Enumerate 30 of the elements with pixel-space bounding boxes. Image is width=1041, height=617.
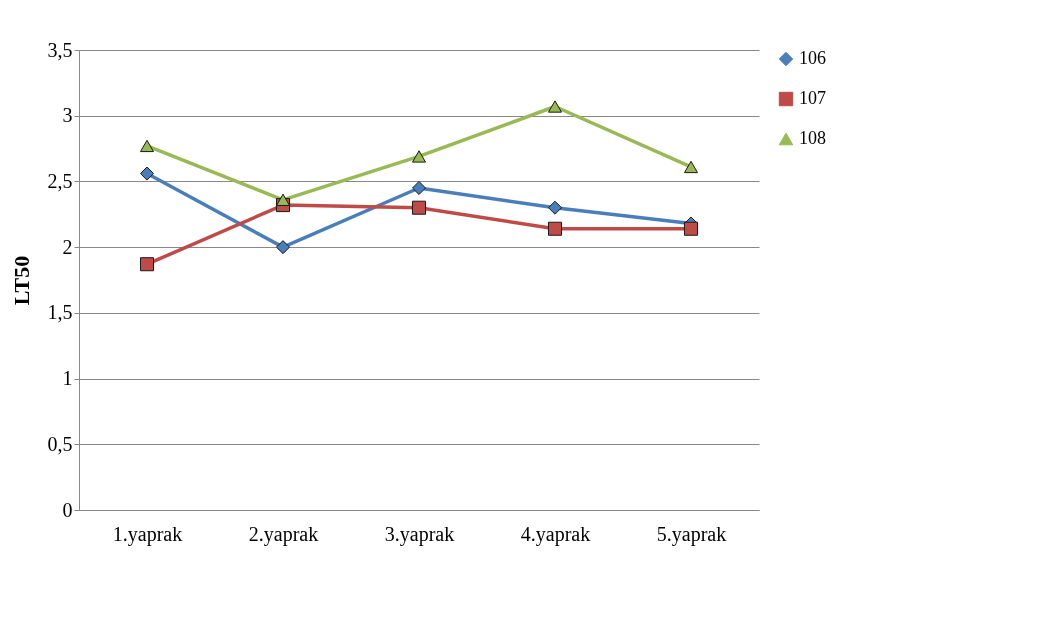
point bbox=[547, 221, 563, 236]
legend-label: 108 bbox=[799, 128, 826, 148]
point bbox=[547, 100, 563, 113]
legend-label: 106 bbox=[799, 48, 826, 68]
point bbox=[275, 240, 291, 255]
x-tick-label: 4.yaprak bbox=[520, 522, 591, 546]
x-tick-label: 3.yaprak bbox=[384, 522, 455, 546]
legend-label: 107 bbox=[799, 88, 826, 108]
y-tick-label: 3,5 bbox=[47, 38, 73, 61]
y-tick-label: 1 bbox=[62, 367, 73, 390]
y-tick-label: 2 bbox=[62, 235, 73, 258]
point bbox=[139, 257, 155, 272]
y-tick-label: 1,5 bbox=[47, 301, 73, 324]
point bbox=[411, 150, 427, 163]
x-tick-label: 2.yaprak bbox=[248, 522, 319, 546]
point bbox=[411, 200, 427, 215]
point bbox=[139, 166, 155, 181]
x-tick-label: 5.yaprak bbox=[656, 522, 727, 546]
y-tick-label: 3 bbox=[62, 104, 73, 127]
y-tick-label: 0 bbox=[62, 498, 73, 521]
point bbox=[683, 221, 699, 236]
y-tick-label: 0,5 bbox=[47, 432, 73, 455]
y-tick-label: 2,5 bbox=[47, 169, 73, 192]
point bbox=[683, 160, 699, 174]
point bbox=[547, 200, 563, 215]
y-axis-title: LT50 bbox=[8, 255, 34, 306]
point bbox=[139, 139, 155, 153]
point bbox=[275, 193, 291, 206]
x-tick-label: 1.yaprak bbox=[112, 522, 183, 546]
point bbox=[411, 180, 427, 196]
